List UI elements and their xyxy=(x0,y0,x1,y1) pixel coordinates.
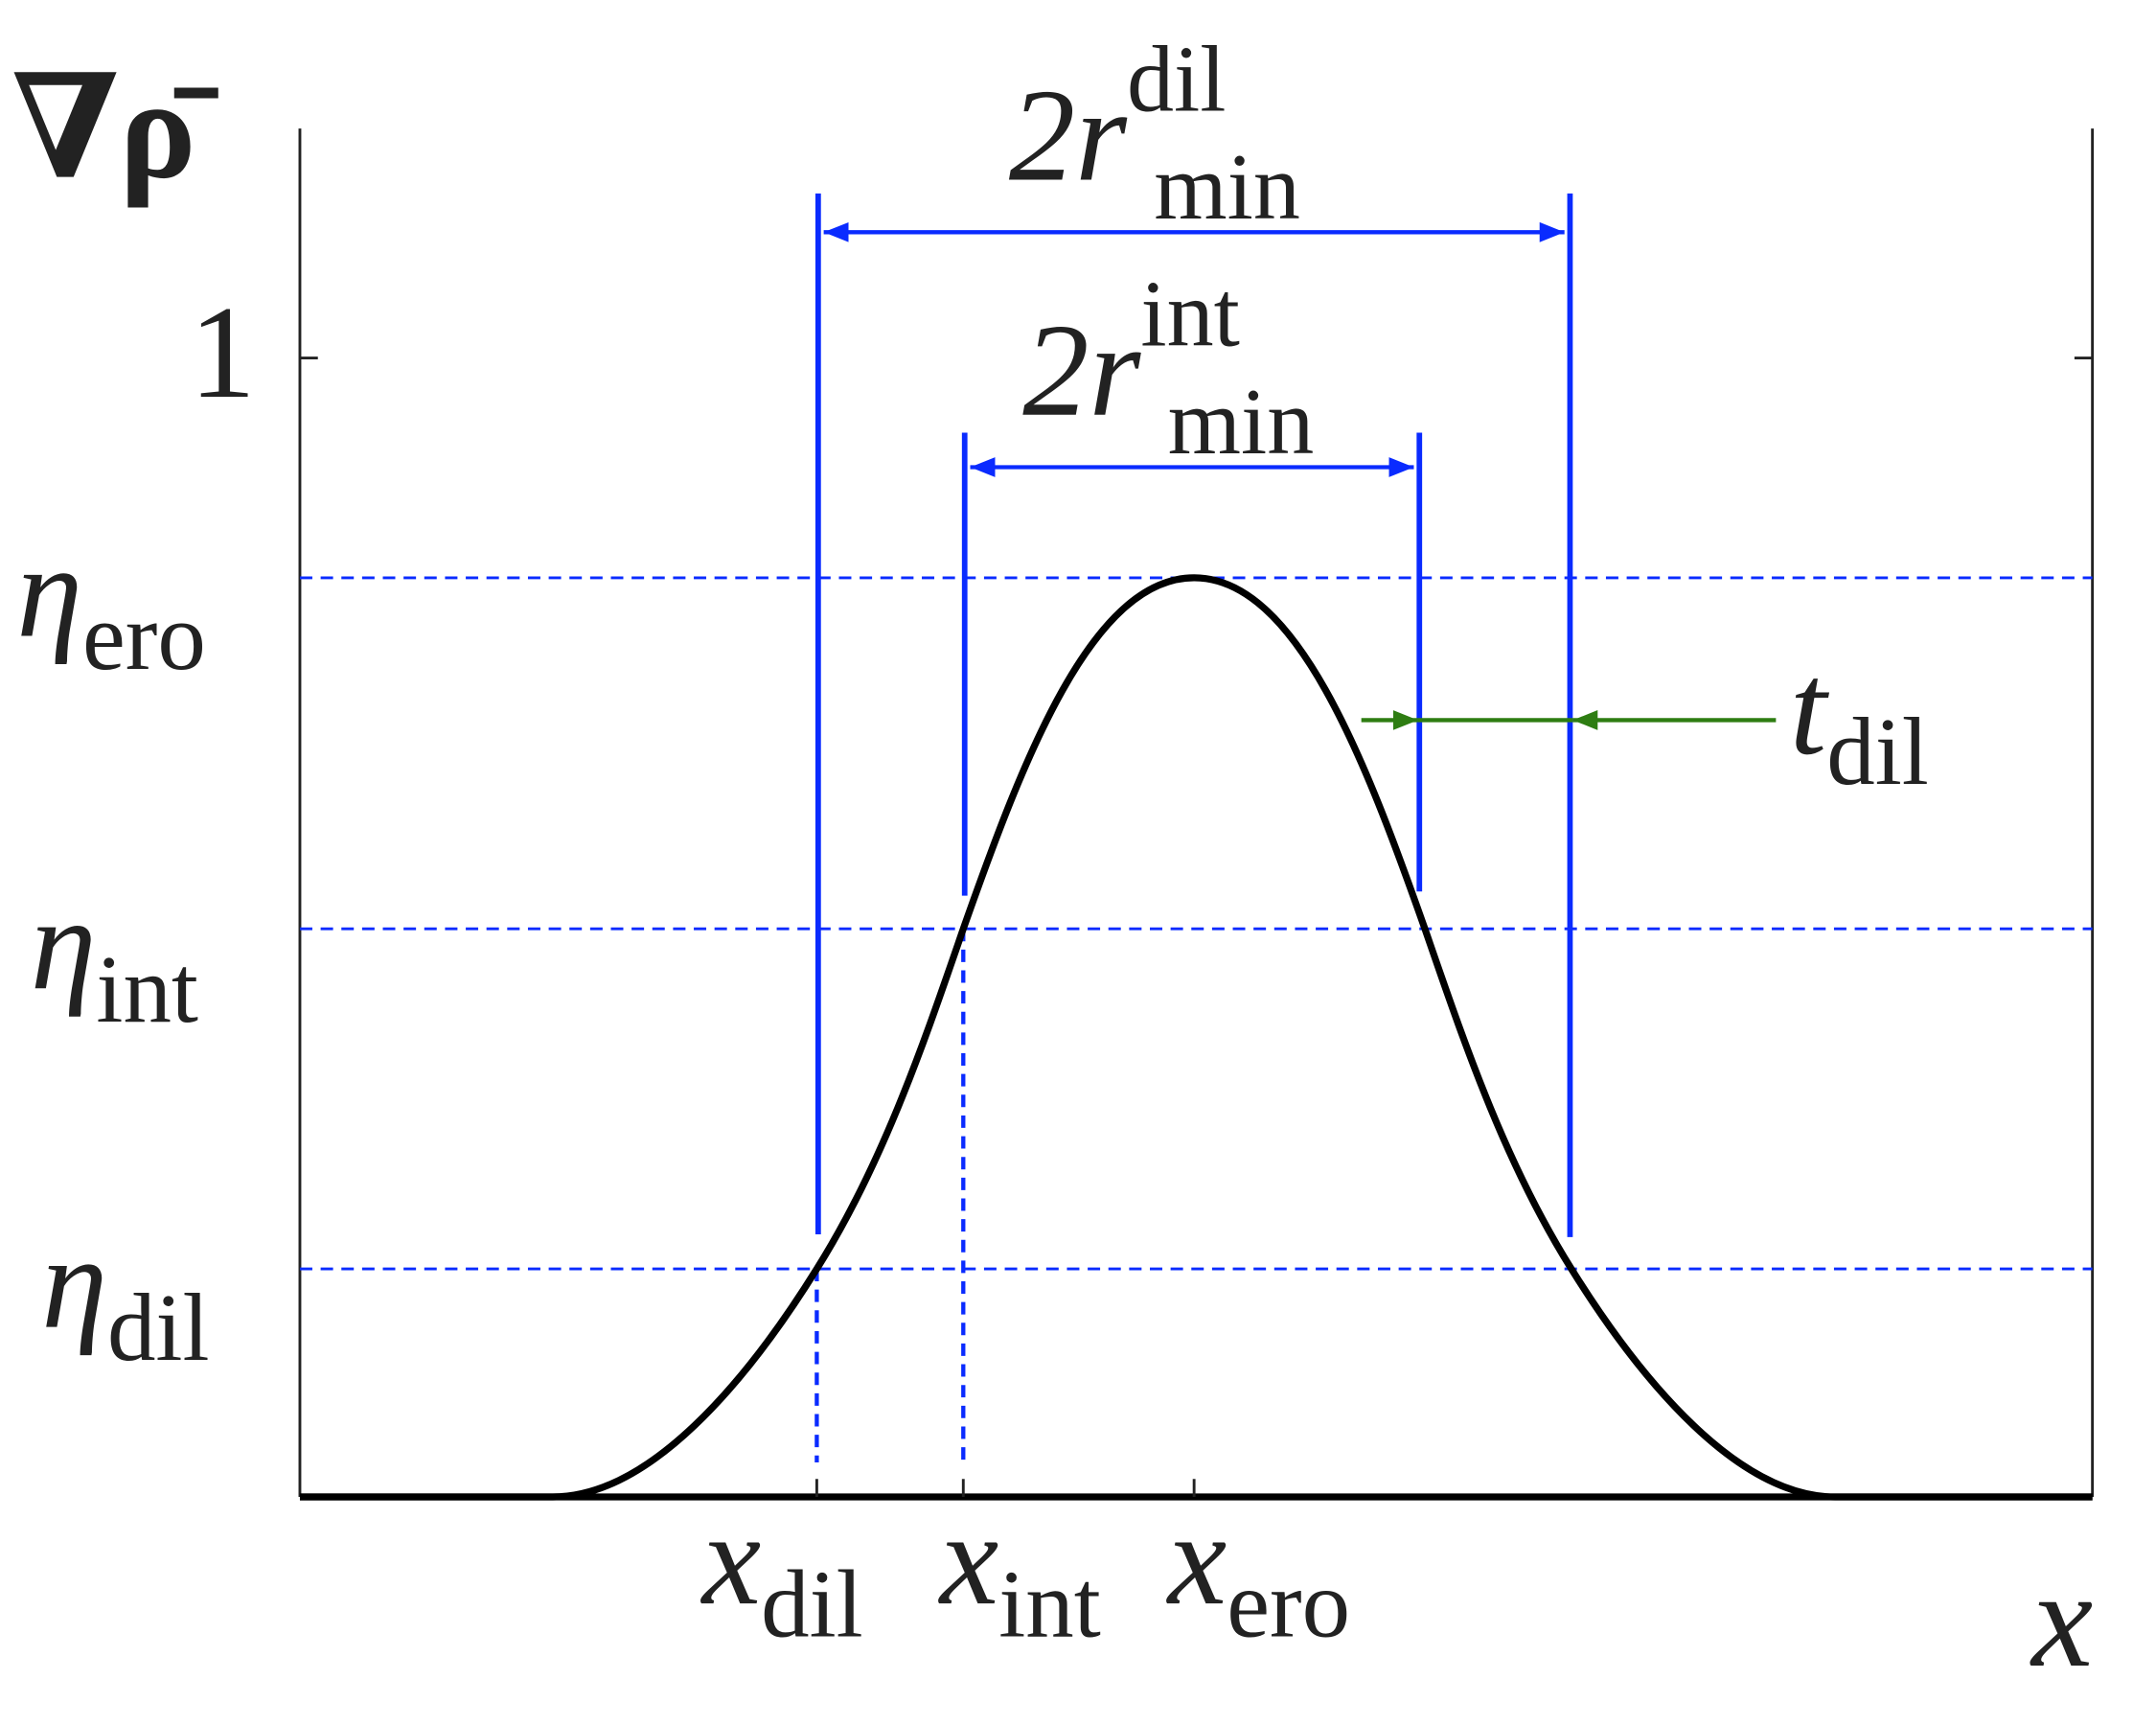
dimension-label: 2rint min xyxy=(1022,264,1314,475)
level-label: ηdil xyxy=(41,1209,209,1382)
y-axis-label: ∇ρ̄ xyxy=(11,50,218,209)
symbol: 2r xyxy=(1022,297,1141,444)
subscript: dil xyxy=(107,1274,210,1381)
level-label: ηero xyxy=(16,518,206,690)
subscript: min xyxy=(1154,136,1300,240)
subscript: int xyxy=(998,1551,1101,1658)
symbol: 2r xyxy=(1009,62,1128,209)
superscript: int xyxy=(1140,264,1240,367)
x-axis-label: x xyxy=(2030,1543,2093,1696)
subscript: int xyxy=(96,935,198,1043)
subscript: dil xyxy=(761,1551,863,1658)
position-label: xint xyxy=(938,1485,1101,1658)
curve xyxy=(299,574,2093,1501)
symbol: η xyxy=(16,518,82,664)
symbol: x xyxy=(1166,1485,1227,1632)
position-label: xero xyxy=(1166,1485,1350,1658)
symbol: t xyxy=(1790,635,1830,782)
subscript: ero xyxy=(1227,1551,1350,1658)
dimension-label: tdil xyxy=(1790,635,1929,805)
symbol: η xyxy=(31,870,97,1017)
symbol: x xyxy=(938,1485,998,1632)
subscript: dil xyxy=(1826,698,1929,805)
symbol: x xyxy=(700,1485,761,1632)
level-label: ηint xyxy=(31,870,198,1043)
y-tick-label: 1 xyxy=(190,279,256,426)
subscript: min xyxy=(1168,371,1315,474)
symbol: η xyxy=(41,1209,107,1356)
dimension-label: 2rdil min xyxy=(1009,28,1300,240)
dimension-lines xyxy=(814,193,1573,1237)
position-label: xdil xyxy=(700,1485,863,1658)
superscript: dil xyxy=(1127,28,1227,131)
subscript: ero xyxy=(82,583,206,690)
